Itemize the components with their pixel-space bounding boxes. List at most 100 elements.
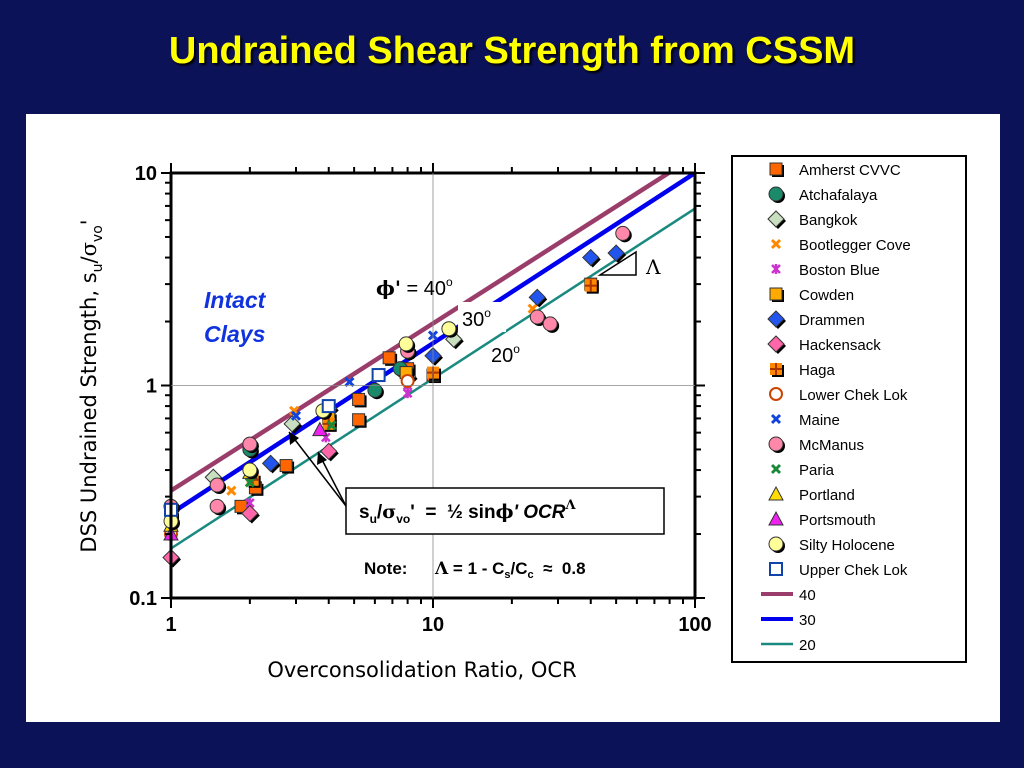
data-points <box>162 225 632 568</box>
legend-label-haga: Haga <box>799 362 836 379</box>
legend-label-hackensack: Hackensack <box>799 337 881 354</box>
legend-marker-lower-chek-lok <box>769 387 783 401</box>
x-axis-label: Overconsolidation Ratio, OCR <box>267 658 576 682</box>
point-drammen <box>424 347 443 366</box>
point-drammen <box>261 454 281 474</box>
legend-label-paria: Paria <box>799 462 835 479</box>
legend-marker-cowden <box>769 287 784 302</box>
point-amherst-cvvc <box>382 351 398 366</box>
legend-marker-hackensack <box>767 335 786 354</box>
slope-triangle <box>597 250 637 276</box>
legend-label-drammen: Drammen <box>799 312 865 329</box>
legend-label-line-30: 30 <box>799 612 816 629</box>
legend-marker-boston-blue <box>771 264 781 274</box>
point-atchafalaya <box>367 382 384 400</box>
legend-label-maine: Maine <box>799 412 840 429</box>
point-drammen <box>607 244 627 264</box>
point-mcmanus <box>209 477 227 495</box>
legend-marker-mcmanus <box>768 436 785 453</box>
legend-label-upper-chek-lok: Upper Chek Lok <box>799 562 908 579</box>
legend-marker-paria <box>770 463 782 475</box>
legend-marker-bootlegger-cove <box>770 238 782 250</box>
point-amherst-cvvc <box>352 413 367 428</box>
point-maine <box>344 376 355 387</box>
point-mcmanus <box>615 225 632 243</box>
intact-label-1: Intact <box>204 287 267 313</box>
point-haga <box>584 279 599 294</box>
legend-label-portsmouth: Portsmouth <box>799 512 876 529</box>
formula-text: su/σvo' = ½ sinϕ' OCRΛ <box>359 498 576 526</box>
formula-box <box>345 487 665 535</box>
legend-label-portland: Portland <box>799 487 855 504</box>
formula-arrowhead-1 <box>289 432 299 445</box>
legend-label-lower-chek-lok: Lower Chek Lok <box>799 387 908 404</box>
legend-label-bangkok: Bangkok <box>799 212 858 229</box>
legend-label-cowden: Cowden <box>799 287 854 304</box>
point-upper-chek-lok <box>321 399 336 414</box>
point-upper-chek-lok <box>371 368 386 383</box>
point-hackensack <box>241 504 260 524</box>
note-text: Λ = 1 - Cs/Cc ≈ 0.8 <box>434 559 586 581</box>
point-bootlegger-cove <box>226 485 237 496</box>
point-mcmanus <box>209 498 227 516</box>
point-mcmanus <box>542 316 560 333</box>
point-bangkok <box>283 415 303 434</box>
point-silty-holocene <box>441 321 458 338</box>
legend-marker-amherst-cvvc <box>769 162 784 177</box>
point-drammen <box>582 248 601 268</box>
slope-lambda-label: Λ <box>645 255 661 279</box>
point-amherst-cvvc <box>279 459 295 474</box>
x-tick-label: 1 <box>165 614 176 636</box>
legend-marker-upper-chek-lok <box>769 562 783 576</box>
legend-box <box>731 155 967 663</box>
tick-labels: 1 10 100 0.1 1 10 <box>129 163 712 636</box>
intact-label-2: Clays <box>204 321 265 347</box>
y-tick-label: 1 <box>146 376 157 398</box>
legend-label-line-40: 40 <box>799 587 816 604</box>
legend-label-amherst-cvvc: Amherst CVVC <box>799 162 901 179</box>
legend-marker-portland <box>768 485 784 501</box>
legend-marker-maine <box>770 413 782 425</box>
legend-marker-drammen <box>767 310 786 329</box>
point-portsmouth <box>312 421 328 437</box>
chart-panel: 1 10 100 0.1 1 10 Overconsolidation Ratio, OC… <box>26 114 1000 722</box>
legend-marker-haga <box>770 363 784 377</box>
legend-label-line-20: 20 <box>799 637 816 654</box>
legend-label-mcmanus: McManus <box>799 437 864 454</box>
legend-label-bootlegger-cove: Bootlegger Cove <box>799 237 911 254</box>
point-haga <box>427 366 441 381</box>
chart-svg: 1 10 100 0.1 1 10 Overconsolidation Ratio, OC… <box>77 155 967 682</box>
legend-label-silty-holocene: Silty Holocene <box>799 537 895 554</box>
x-tick-label: 10 <box>422 614 444 636</box>
legend-label-atchafalaya: Atchafalaya <box>799 187 878 204</box>
phi-20-label: 20o <box>491 342 520 367</box>
y-axis-label: DSS Undrained Strength, su/σvo' <box>77 219 106 552</box>
x-tick-label: 100 <box>678 614 711 636</box>
point-silty-holocene <box>398 336 416 353</box>
point-lower-chek-lok <box>400 373 415 388</box>
point-paria <box>326 420 337 431</box>
legend-marker-silty-holocene <box>768 536 785 553</box>
legend-marker-bangkok <box>767 210 786 229</box>
axis-ticks <box>161 163 705 608</box>
point-hackensack <box>320 442 339 462</box>
formula-arrowhead-2 <box>317 452 327 465</box>
legend-label-boston-blue: Boston Blue <box>799 262 880 279</box>
label-30-bg <box>458 302 506 332</box>
point-mcmanus <box>529 309 547 327</box>
phi-30-label: 30o <box>462 306 491 331</box>
point-paria <box>244 477 255 488</box>
legend: Amherst CVVC Atchafalaya Bangkok Bootlegger… <box>761 162 911 654</box>
slide-title: Undrained Shear Strength from CSSM <box>168 30 856 72</box>
formula-arrow-1 <box>288 431 347 507</box>
legend-marker-portsmouth <box>768 510 784 526</box>
y-tick-label: 10 <box>135 163 157 185</box>
y-tick-label: 0.1 <box>129 588 157 610</box>
legend-marker-atchafalaya <box>768 186 785 203</box>
point-drammen <box>528 288 548 308</box>
point-mcmanus <box>242 436 259 454</box>
phi-40-label: ϕ' = 40o <box>376 275 453 300</box>
note-label: Note: <box>364 559 407 578</box>
point-silty-holocene <box>242 462 259 480</box>
point-amherst-cvvc <box>352 392 367 408</box>
